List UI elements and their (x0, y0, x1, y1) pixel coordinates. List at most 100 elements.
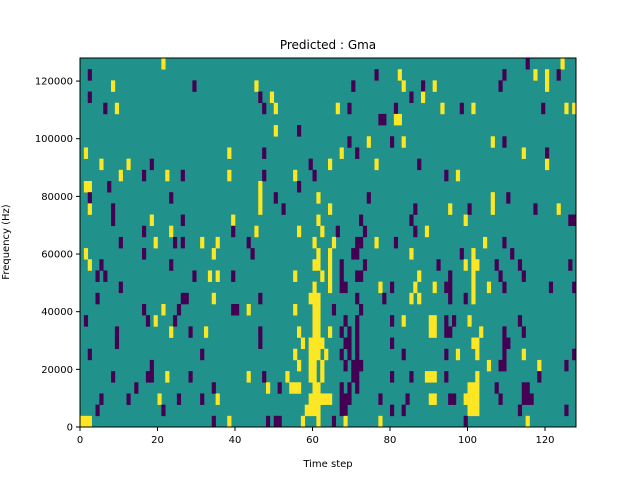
heatmap-cell (111, 80, 116, 92)
heatmap-cell (421, 80, 426, 92)
y-tick-label: 120000 (35, 77, 73, 88)
heatmap-cell (227, 415, 232, 428)
heatmap-cell (324, 348, 329, 361)
heatmap-cell (169, 259, 174, 271)
heatmap-cell (463, 415, 468, 428)
heatmap-cell (297, 326, 302, 338)
heatmap-cell (335, 225, 340, 238)
heatmap-cell (413, 203, 418, 215)
heatmap-cell (254, 225, 259, 238)
heatmap-cell (471, 270, 476, 282)
heatmap-cell (258, 337, 263, 350)
heatmap-cell (188, 371, 193, 383)
x-tick-label: 120 (535, 435, 554, 446)
heatmap-cell (521, 393, 534, 405)
heatmap-cell (277, 382, 282, 394)
heatmap-cell (211, 292, 216, 305)
heatmap-cell (258, 292, 263, 305)
heatmap-cell (545, 147, 550, 159)
heatmap-cell (351, 359, 364, 372)
heatmap-cell (180, 169, 185, 182)
heatmap-cell (83, 315, 89, 327)
heatmap-cell (176, 393, 182, 405)
heatmap-cell (293, 304, 298, 316)
heatmap-cell (312, 281, 317, 294)
heatmap-cell (568, 259, 573, 271)
heatmap-cell (312, 326, 321, 338)
heatmap-cell (467, 203, 472, 215)
heatmap-cell (308, 337, 325, 350)
heatmap-cell (99, 393, 104, 405)
heatmap-cell (273, 102, 278, 115)
heatmap-cell (475, 348, 480, 361)
heatmap-cell (95, 292, 100, 305)
y-tick-label: 0 (67, 423, 73, 434)
heatmap-cell (355, 147, 360, 159)
heatmap-cell (347, 136, 352, 148)
heatmap-cell (173, 236, 178, 249)
heatmap-cell (339, 404, 348, 417)
heatmap-cell (111, 371, 116, 383)
heatmap-cell (421, 91, 426, 104)
heatmap-cell (401, 136, 406, 148)
heatmap-cell (498, 359, 507, 372)
heatmap-cell (343, 415, 348, 428)
heatmap-cell (366, 192, 371, 204)
heatmap-cell (409, 248, 414, 260)
heatmap-cell (200, 236, 205, 249)
heatmap-cell (246, 371, 251, 383)
heatmap-cell (312, 169, 317, 182)
heatmap-cell (572, 102, 577, 115)
heatmap-cell (312, 382, 321, 394)
heatmap-cell (289, 382, 302, 394)
heatmap-cell (320, 225, 325, 238)
heatmap-cell (444, 315, 449, 327)
heatmap-cell (149, 214, 154, 227)
heatmap-cell (355, 348, 360, 361)
heatmap-cell (161, 404, 166, 417)
heatmap-cell (521, 147, 526, 159)
heatmap-cell (142, 225, 147, 238)
heatmap-cell (355, 337, 360, 350)
heatmap-cell (99, 259, 104, 271)
heatmap-cell (145, 371, 154, 383)
heatmap-cell (390, 337, 395, 350)
heatmap-cell (293, 169, 298, 182)
heatmap-cell (506, 192, 511, 204)
heatmap-cell (316, 192, 321, 204)
x-axis: 0 20 40 60 80 100 120 (77, 427, 555, 446)
heatmap-cell (169, 192, 174, 204)
heatmap-cell (126, 158, 131, 171)
heatmap-cell (87, 259, 92, 271)
heatmap-cell (285, 371, 290, 383)
heatmap-cell (533, 69, 538, 81)
heatmap-cell (134, 382, 139, 394)
heatmap-cell (114, 337, 120, 350)
y-tick-label: 40000 (41, 307, 73, 318)
heatmap-cell (432, 80, 437, 92)
y-axis: 0 20000 40000 60000 80000 100000 120000 (35, 77, 80, 434)
heatmap-cell (498, 393, 503, 405)
heatmap-cell (320, 270, 325, 282)
heatmap-cell (99, 158, 104, 171)
heatmap-cell (126, 393, 131, 405)
heatmap-cell (331, 304, 337, 316)
heatmap-cell (300, 337, 306, 350)
heatmap-cell (432, 281, 437, 294)
heatmap-cell (312, 304, 321, 316)
heatmap-cell (204, 326, 209, 338)
heatmap-cell (246, 236, 251, 249)
heatmap-cell (180, 214, 185, 227)
heatmap-cell (436, 259, 441, 271)
heatmap-cell (316, 214, 321, 227)
heatmap-cell (355, 382, 360, 394)
x-axis-label: Time step (302, 459, 352, 470)
heatmap-cell (95, 404, 100, 417)
heatmap-cell (463, 259, 468, 271)
heatmap-cell (390, 315, 395, 327)
heatmap-cell (211, 415, 216, 428)
heatmap-cell (269, 91, 275, 104)
heatmap-cell (502, 136, 507, 148)
heatmap-cell (343, 315, 348, 327)
heatmap-cell (382, 292, 387, 305)
